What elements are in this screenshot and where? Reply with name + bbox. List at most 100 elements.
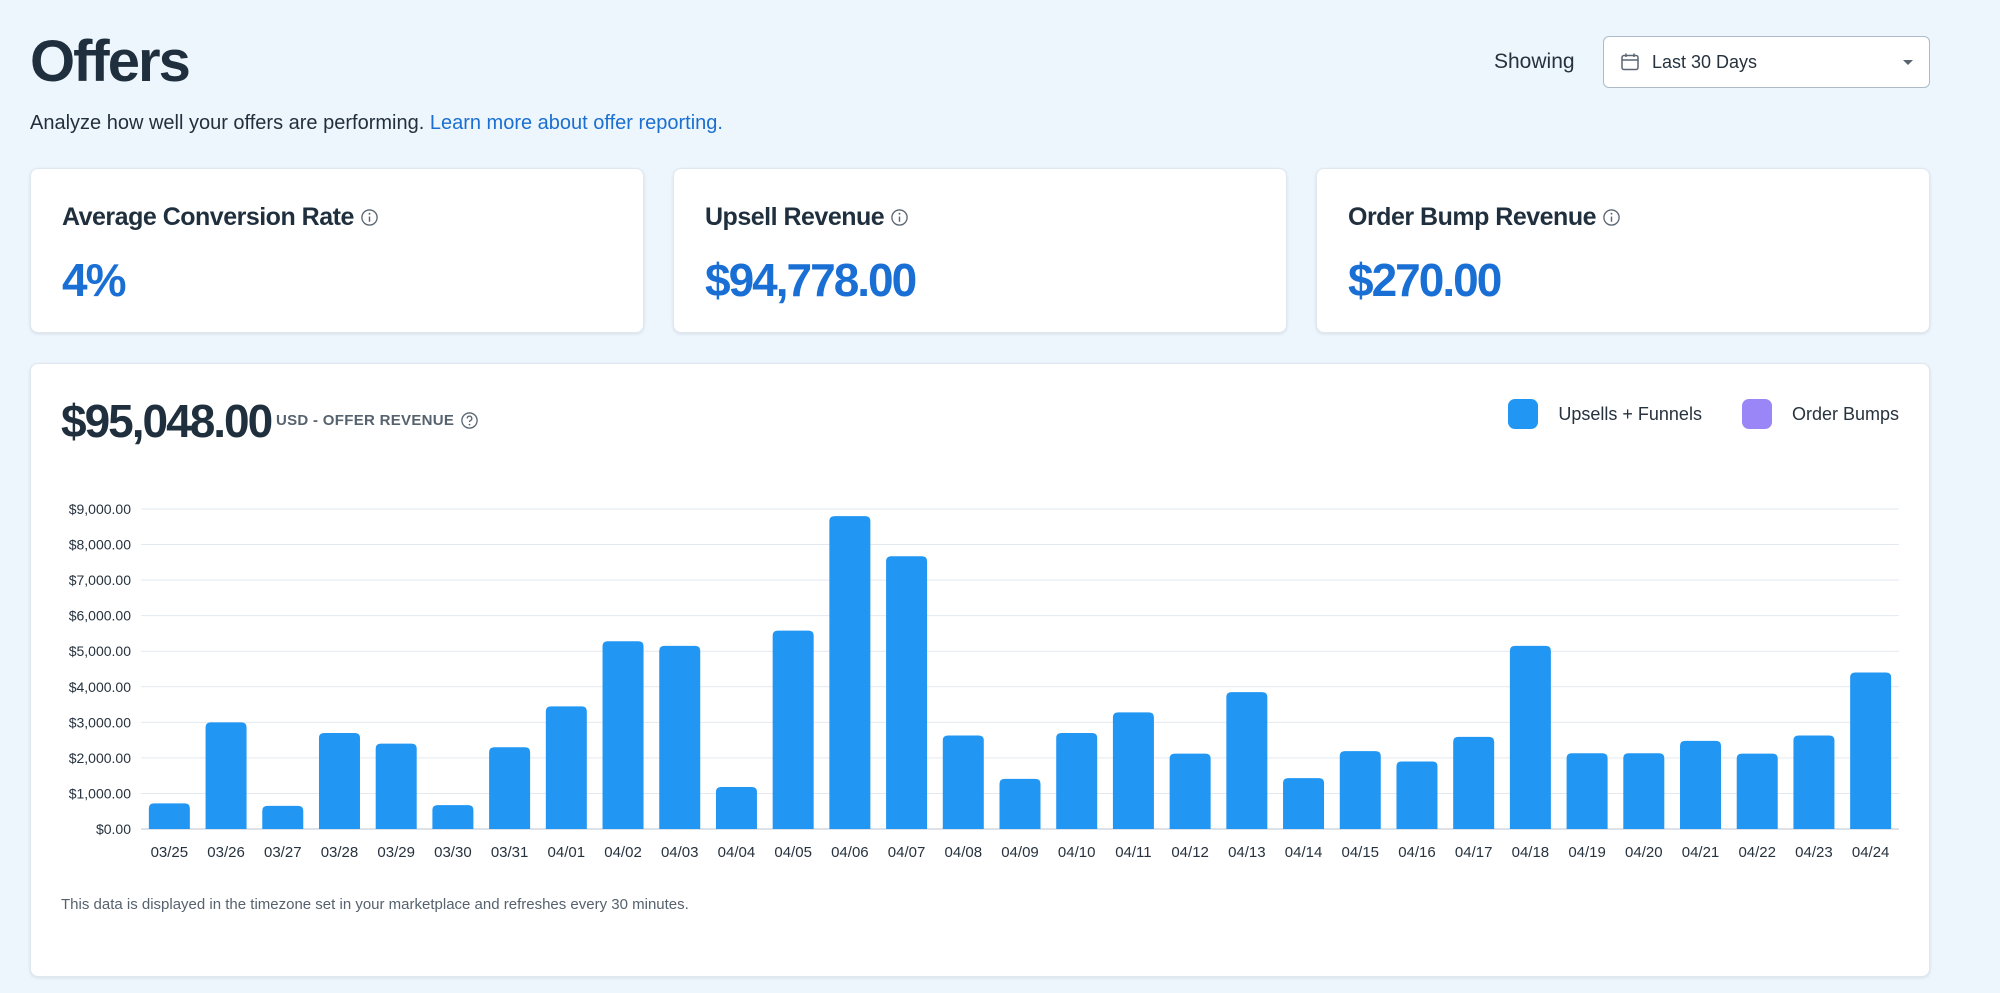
y-tick-label: $0.00: [96, 821, 131, 837]
x-tick-label: 03/26: [207, 844, 245, 861]
bar-upsells: [602, 641, 644, 829]
revenue-chart-card: $95,048.00 USD - OFFER REVENUE Upsells +…: [30, 363, 1930, 977]
help-icon[interactable]: [460, 411, 479, 430]
bar-upsells: [1566, 753, 1608, 829]
x-tick-label: 04/02: [604, 844, 642, 861]
bar-upsells: [205, 722, 247, 829]
y-tick-label: $3,000.00: [69, 714, 131, 730]
bar-upsells: [999, 778, 1041, 829]
legend-item-upsells[interactable]: Upsells + Funnels: [1508, 399, 1702, 429]
bar-upsells: [1793, 735, 1835, 829]
x-tick-label: 04/13: [1228, 844, 1266, 861]
total-revenue-label: USD - OFFER REVENUE: [276, 412, 455, 429]
bar-upsells: [942, 735, 984, 829]
bar-upsells: [659, 645, 701, 829]
y-tick-label: $4,000.00: [69, 679, 131, 695]
stat-card-upsell: Upsell Revenue $94,778.00: [673, 168, 1287, 333]
x-tick-label: 04/12: [1171, 844, 1209, 861]
x-tick-label: 04/03: [661, 844, 699, 861]
x-tick-label: 04/19: [1568, 844, 1606, 861]
bar-upsells: [886, 556, 928, 829]
bar-upsells: [489, 747, 531, 829]
bar-upsells: [1850, 672, 1892, 829]
bar-upsells: [772, 630, 814, 829]
legend-label: Upsells + Funnels: [1558, 403, 1702, 424]
x-tick-label: 04/11: [1115, 844, 1151, 861]
stat-label: Order Bump Revenue: [1348, 203, 1597, 231]
y-tick-label: $2,000.00: [69, 750, 131, 766]
revenue-bar-chart: $0.00 $1,000.00 $2,000.00 $3,000.00 $4,000.0…: [69, 501, 1899, 861]
bar-upsells: [715, 787, 757, 829]
x-tick-label: 04/04: [718, 844, 756, 861]
x-tick-label: 04/21: [1682, 844, 1720, 861]
x-tick-label: 04/05: [774, 844, 812, 861]
bar-upsells: [1056, 733, 1098, 829]
stat-value: $270.00: [1348, 254, 1502, 306]
date-range-value: Last 30 Days: [1652, 51, 1758, 72]
stat-label: Average Conversion Rate: [62, 203, 354, 231]
chart-footnote: This data is displayed in the timezone s…: [61, 896, 689, 913]
bar-upsells: [1169, 753, 1211, 829]
stat-card-order-bump: Order Bump Revenue $270.00: [1316, 168, 1930, 333]
y-tick-label: $9,000.00: [69, 501, 131, 517]
showing-label: Showing: [1494, 50, 1575, 73]
x-tick-label: 04/23: [1795, 844, 1833, 861]
x-tick-label: 03/28: [321, 844, 359, 861]
x-tick-label: 04/17: [1455, 844, 1493, 861]
bar-upsells: [1509, 645, 1551, 829]
x-tick-label: 03/30: [434, 844, 472, 861]
x-tick-label: 03/29: [377, 844, 415, 861]
x-tick-label: 04/07: [888, 844, 926, 861]
legend-swatch: [1508, 399, 1539, 429]
bar-upsells: [1453, 736, 1495, 829]
stat-value: $94,778.00: [705, 254, 917, 306]
x-tick-label: 04/16: [1398, 844, 1436, 861]
stat-card-conversion: Average Conversion Rate 4%: [30, 168, 644, 333]
x-tick-label: 03/25: [151, 844, 189, 861]
bar-upsells: [1736, 753, 1778, 829]
page-title: Offers: [30, 29, 191, 94]
x-tick-label: 04/15: [1341, 844, 1379, 861]
chart-legend: Upsells + Funnels Order Bumps: [1468, 399, 1899, 429]
y-tick-label: $6,000.00: [69, 608, 131, 624]
x-tick-label: 04/06: [831, 844, 869, 861]
bar-upsells: [148, 803, 190, 829]
x-tick-label: 03/27: [264, 844, 302, 861]
info-icon[interactable]: [1602, 208, 1621, 227]
x-tick-label: 04/18: [1512, 844, 1550, 861]
bar-upsells: [545, 706, 587, 829]
y-tick-label: $8,000.00: [69, 537, 131, 553]
bar-upsells: [375, 743, 417, 829]
bar-upsells: [1226, 692, 1268, 829]
x-tick-label: 04/14: [1285, 844, 1323, 861]
stat-label: Upsell Revenue: [705, 203, 885, 231]
x-tick-label: 04/10: [1058, 844, 1096, 861]
x-tick-label: 04/08: [945, 844, 983, 861]
bar-upsells: [1339, 751, 1381, 829]
info-icon[interactable]: [360, 208, 379, 227]
bar-upsells: [1396, 761, 1438, 829]
legend-item-order-bumps[interactable]: Order Bumps: [1741, 399, 1899, 429]
stat-value: 4%: [62, 254, 127, 306]
bar-upsells: [829, 516, 871, 829]
x-tick-label: 04/20: [1625, 844, 1663, 861]
calendar-icon: [1621, 53, 1639, 71]
x-tick-label: 04/09: [1001, 844, 1039, 861]
total-revenue: $95,048.00: [61, 395, 273, 447]
legend-swatch: [1741, 399, 1772, 429]
x-tick-label: 04/24: [1852, 844, 1890, 861]
date-range-select[interactable]: Last 30 Days: [1603, 36, 1930, 88]
x-tick-label: 04/01: [548, 844, 586, 861]
info-icon[interactable]: [890, 208, 909, 227]
y-tick-label: $1,000.00: [69, 785, 131, 801]
subtitle-text: Analyze how well your offers are perform…: [30, 112, 425, 134]
bar-upsells: [1112, 712, 1154, 829]
page-subtitle: Analyze how well your offers are perform…: [30, 112, 723, 135]
bar-upsells: [432, 805, 474, 829]
y-tick-label: $5,000.00: [69, 643, 131, 659]
bar-upsells: [1623, 753, 1665, 829]
learn-more-link[interactable]: Learn more about offer reporting.: [429, 112, 723, 134]
x-tick-label: 04/22: [1738, 844, 1776, 861]
bar-upsells: [1283, 778, 1325, 829]
bar-upsells: [318, 733, 360, 829]
